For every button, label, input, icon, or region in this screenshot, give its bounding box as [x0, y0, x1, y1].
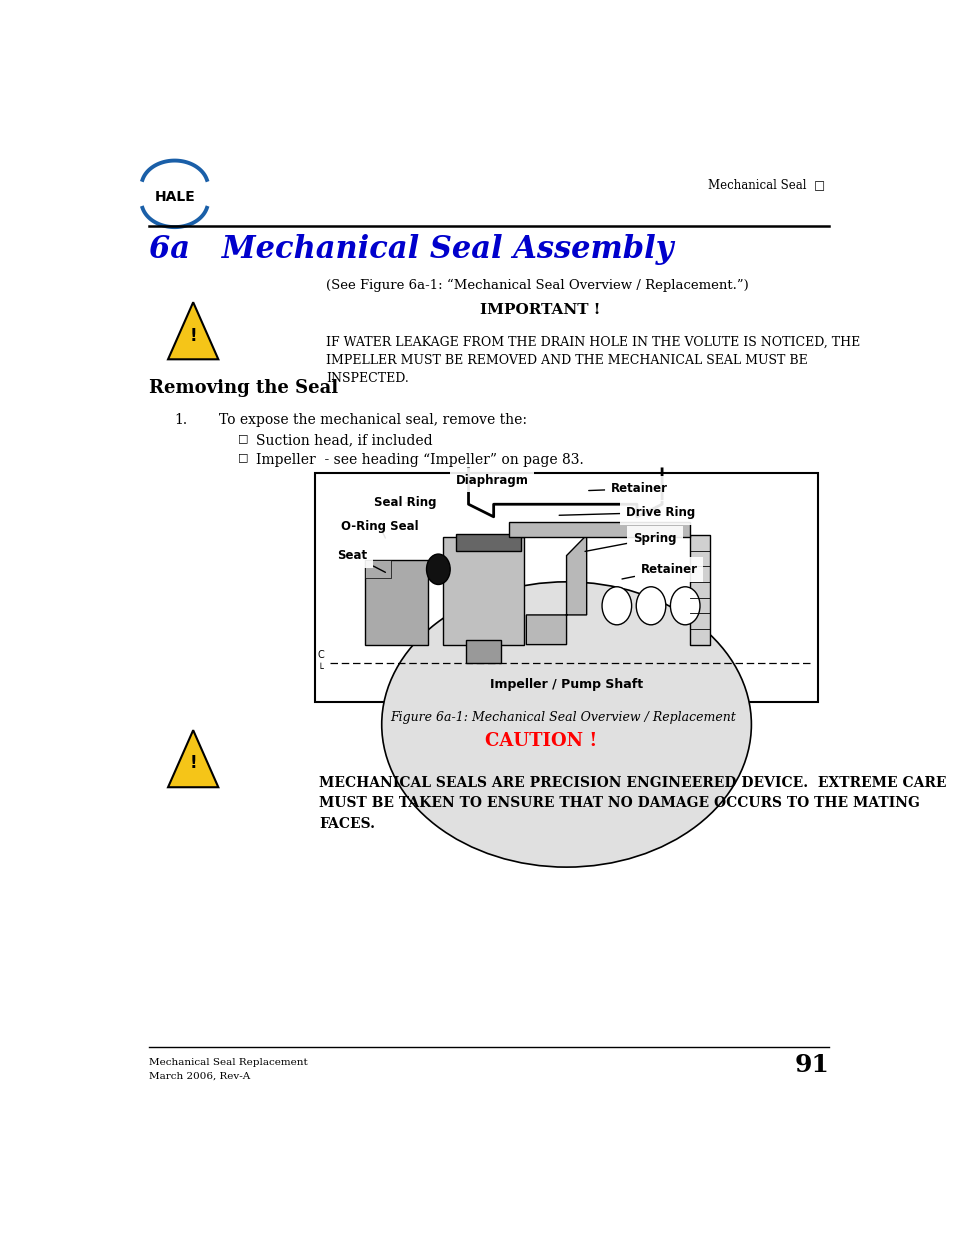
Text: └: └ — [317, 663, 323, 674]
Text: O-Ring Seal: O-Ring Seal — [341, 520, 418, 538]
Ellipse shape — [381, 582, 751, 867]
Text: !: ! — [190, 327, 196, 346]
Bar — [443, 537, 523, 645]
Text: MECHANICAL SEALS ARE PRECISION ENGINEERED DEVICE.  EXTREME CARE
MUST BE TAKEN TO: MECHANICAL SEALS ARE PRECISION ENGINEERE… — [318, 776, 945, 831]
Circle shape — [426, 555, 450, 584]
Text: Impeller  - see heading “Impeller” on page 83.: Impeller - see heading “Impeller” on pag… — [255, 452, 583, 467]
Text: Mechanical Seal Replacement: Mechanical Seal Replacement — [149, 1058, 307, 1067]
Circle shape — [670, 587, 700, 625]
Bar — [465, 640, 500, 663]
Bar — [456, 534, 520, 551]
Circle shape — [636, 587, 665, 625]
Circle shape — [601, 587, 631, 625]
Text: Mechanical Seal  □: Mechanical Seal □ — [707, 178, 824, 191]
Text: (See Figure 6a-1: “Mechanical Seal Overview / Replacement.”): (See Figure 6a-1: “Mechanical Seal Overv… — [326, 279, 748, 291]
Bar — [365, 561, 428, 645]
Text: Retainer: Retainer — [588, 482, 667, 495]
Text: IF WATER LEAKAGE FROM THE DRAIN HOLE IN THE VOLUTE IS NOTICED, THE
IMPELLER MUST: IF WATER LEAKAGE FROM THE DRAIN HOLE IN … — [326, 336, 860, 384]
Text: Figure 6a-1: Mechanical Seal Overview / Replacement: Figure 6a-1: Mechanical Seal Overview / … — [390, 711, 735, 724]
Text: Spring: Spring — [584, 531, 676, 551]
Text: Suction head, if included: Suction head, if included — [255, 433, 433, 447]
Bar — [689, 535, 709, 645]
Bar — [508, 522, 689, 537]
Text: Removing the Seal: Removing the Seal — [149, 379, 337, 396]
Polygon shape — [168, 303, 218, 359]
Text: □: □ — [237, 452, 248, 462]
Text: 6a   Mechanical Seal Assembly: 6a Mechanical Seal Assembly — [149, 235, 673, 266]
Text: CAUTION !: CAUTION ! — [484, 731, 597, 750]
Text: 91: 91 — [793, 1053, 828, 1077]
Polygon shape — [526, 535, 586, 645]
Text: Seal Ring: Seal Ring — [374, 496, 436, 509]
Text: Diaphragm: Diaphragm — [456, 473, 528, 487]
Text: !: ! — [190, 755, 196, 772]
Polygon shape — [168, 730, 218, 787]
Text: IMPORTANT !: IMPORTANT ! — [480, 303, 600, 317]
Text: □: □ — [237, 433, 248, 443]
Text: 1.: 1. — [174, 412, 188, 426]
Bar — [365, 561, 390, 578]
Text: Drive Ring: Drive Ring — [558, 506, 694, 519]
Text: C: C — [317, 650, 324, 659]
Text: March 2006, Rev-A: March 2006, Rev-A — [149, 1072, 250, 1081]
Text: Seat: Seat — [337, 548, 385, 572]
Bar — [314, 473, 817, 701]
Text: Impeller / Pump Shaft: Impeller / Pump Shaft — [490, 678, 642, 692]
Text: HALE: HALE — [154, 190, 194, 204]
Text: Retainer: Retainer — [621, 563, 697, 579]
Text: To expose the mechanical seal, remove the:: To expose the mechanical seal, remove th… — [219, 412, 526, 426]
